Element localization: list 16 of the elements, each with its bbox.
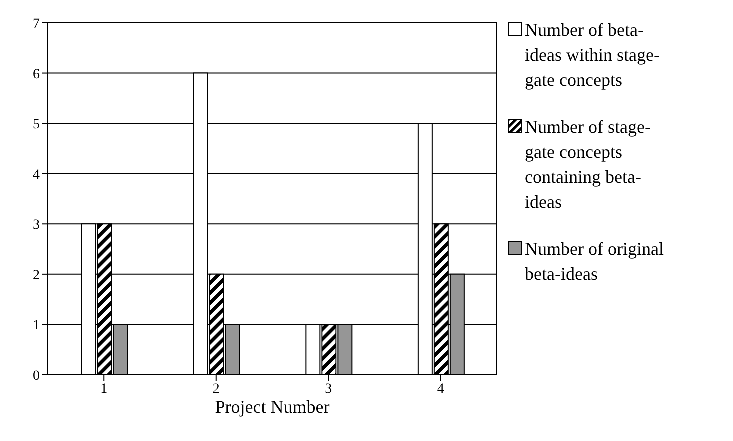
y-tick-label: 6 — [33, 67, 40, 82]
x-tick-label: 2 — [212, 382, 220, 397]
y-tick-label: 3 — [33, 218, 40, 234]
y-tick-label: 5 — [33, 118, 40, 133]
legend-label: Number of original beta-ideas — [525, 238, 665, 286]
x-tick-label: 4 — [437, 382, 444, 397]
y-tick-label: 7 — [33, 16, 40, 32]
x-tick-label: 1 — [100, 382, 108, 397]
text: Number of stage-gate concepts containing beta-ideas — [525, 116, 652, 214]
y-tick-label: 0 — [33, 368, 40, 384]
x-tick-label: 3 — [325, 382, 332, 397]
legend-label: Number of beta-ideas within stage-gate concepts — [525, 19, 661, 92]
y-tick-label: 2 — [33, 268, 40, 284]
x-axis-title: Project Number — [215, 397, 330, 417]
y-tick-label: 1 — [33, 318, 40, 334]
y-tick-label: 4 — [33, 168, 40, 183]
